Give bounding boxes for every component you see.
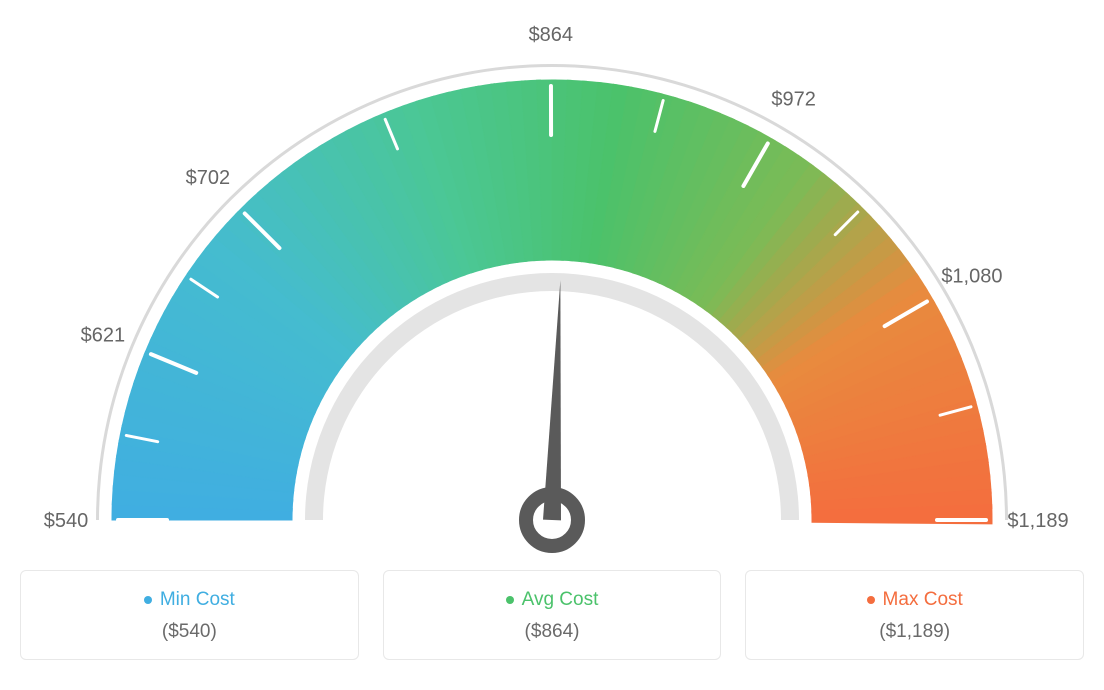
gauge-needle <box>543 280 561 520</box>
legend-card-max: Max Cost ($1,189) <box>745 570 1084 660</box>
legend-label-min: Min Cost <box>160 589 235 611</box>
legend-title-min: Min Cost <box>144 589 235 611</box>
tick-label: $972 <box>771 88 816 110</box>
legend-label-avg: Avg Cost <box>522 589 599 611</box>
gauge-area: $540 $621 $702 $864 $972 $1,080 $1,189 <box>20 20 1084 560</box>
legend-value-avg: ($864) <box>404 621 701 643</box>
cost-gauge-chart: $540 $621 $702 $864 $972 $1,080 $1,189 Min Cos… <box>20 20 1084 660</box>
tick-label: $1,080 <box>941 265 1002 287</box>
legend-value-max: ($1,189) <box>766 621 1063 643</box>
legend-row: Min Cost ($540) Avg Cost ($864) Max Cost… <box>20 570 1084 660</box>
legend-dot-min <box>144 596 152 604</box>
legend-dot-avg <box>506 596 514 604</box>
tick-label: $864 <box>529 24 574 46</box>
legend-label-max: Max Cost <box>883 589 963 611</box>
legend-card-min: Min Cost ($540) <box>20 570 359 660</box>
legend-dot-max <box>867 596 875 604</box>
tick-label: $621 <box>81 324 126 346</box>
legend-value-min: ($540) <box>41 621 338 643</box>
tick-label: $702 <box>186 167 231 189</box>
tick-label: $1,189 <box>1007 510 1068 532</box>
legend-title-max: Max Cost <box>867 589 963 611</box>
gauge-svg: $540 $621 $702 $864 $972 $1,080 $1,189 <box>20 20 1084 560</box>
legend-title-avg: Avg Cost <box>506 589 599 611</box>
legend-card-avg: Avg Cost ($864) <box>383 570 722 660</box>
tick-label: $540 <box>44 510 89 532</box>
